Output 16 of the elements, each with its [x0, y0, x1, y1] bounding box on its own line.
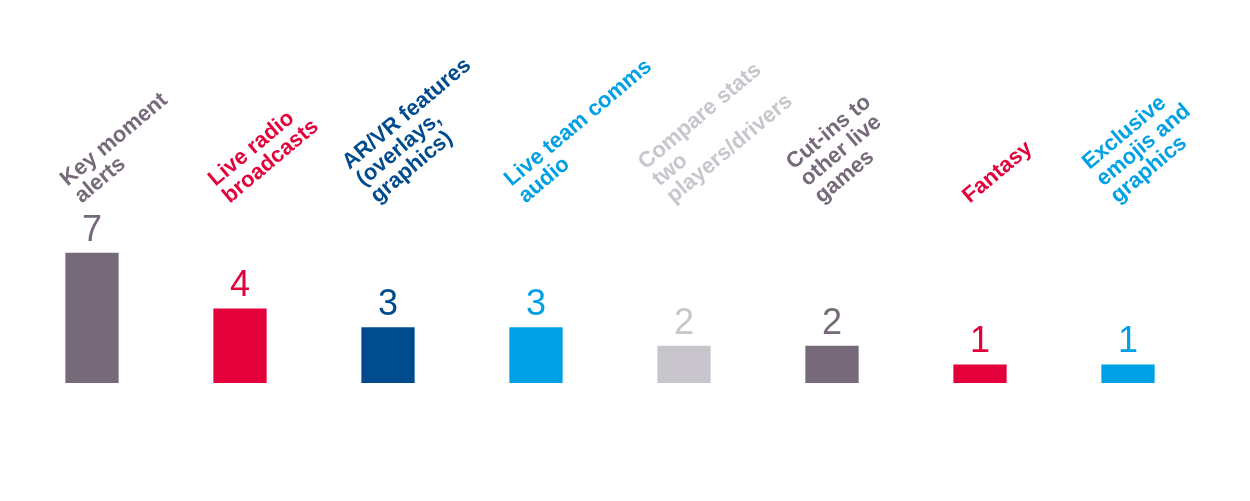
bar [509, 327, 563, 383]
data-label: 2 [821, 300, 843, 342]
bar [805, 345, 859, 383]
bar [65, 252, 119, 383]
bar [1101, 364, 1155, 383]
data-label: 1 [969, 319, 991, 361]
data-label: 3 [377, 282, 399, 324]
bar [657, 345, 711, 383]
bar [213, 308, 267, 383]
data-label: 7 [81, 207, 103, 249]
data-label: 4 [229, 263, 251, 305]
data-label: 1 [1117, 319, 1139, 361]
bar [361, 327, 415, 383]
data-label: 2 [673, 300, 695, 342]
bar [953, 364, 1007, 383]
data-label: 3 [525, 282, 547, 324]
